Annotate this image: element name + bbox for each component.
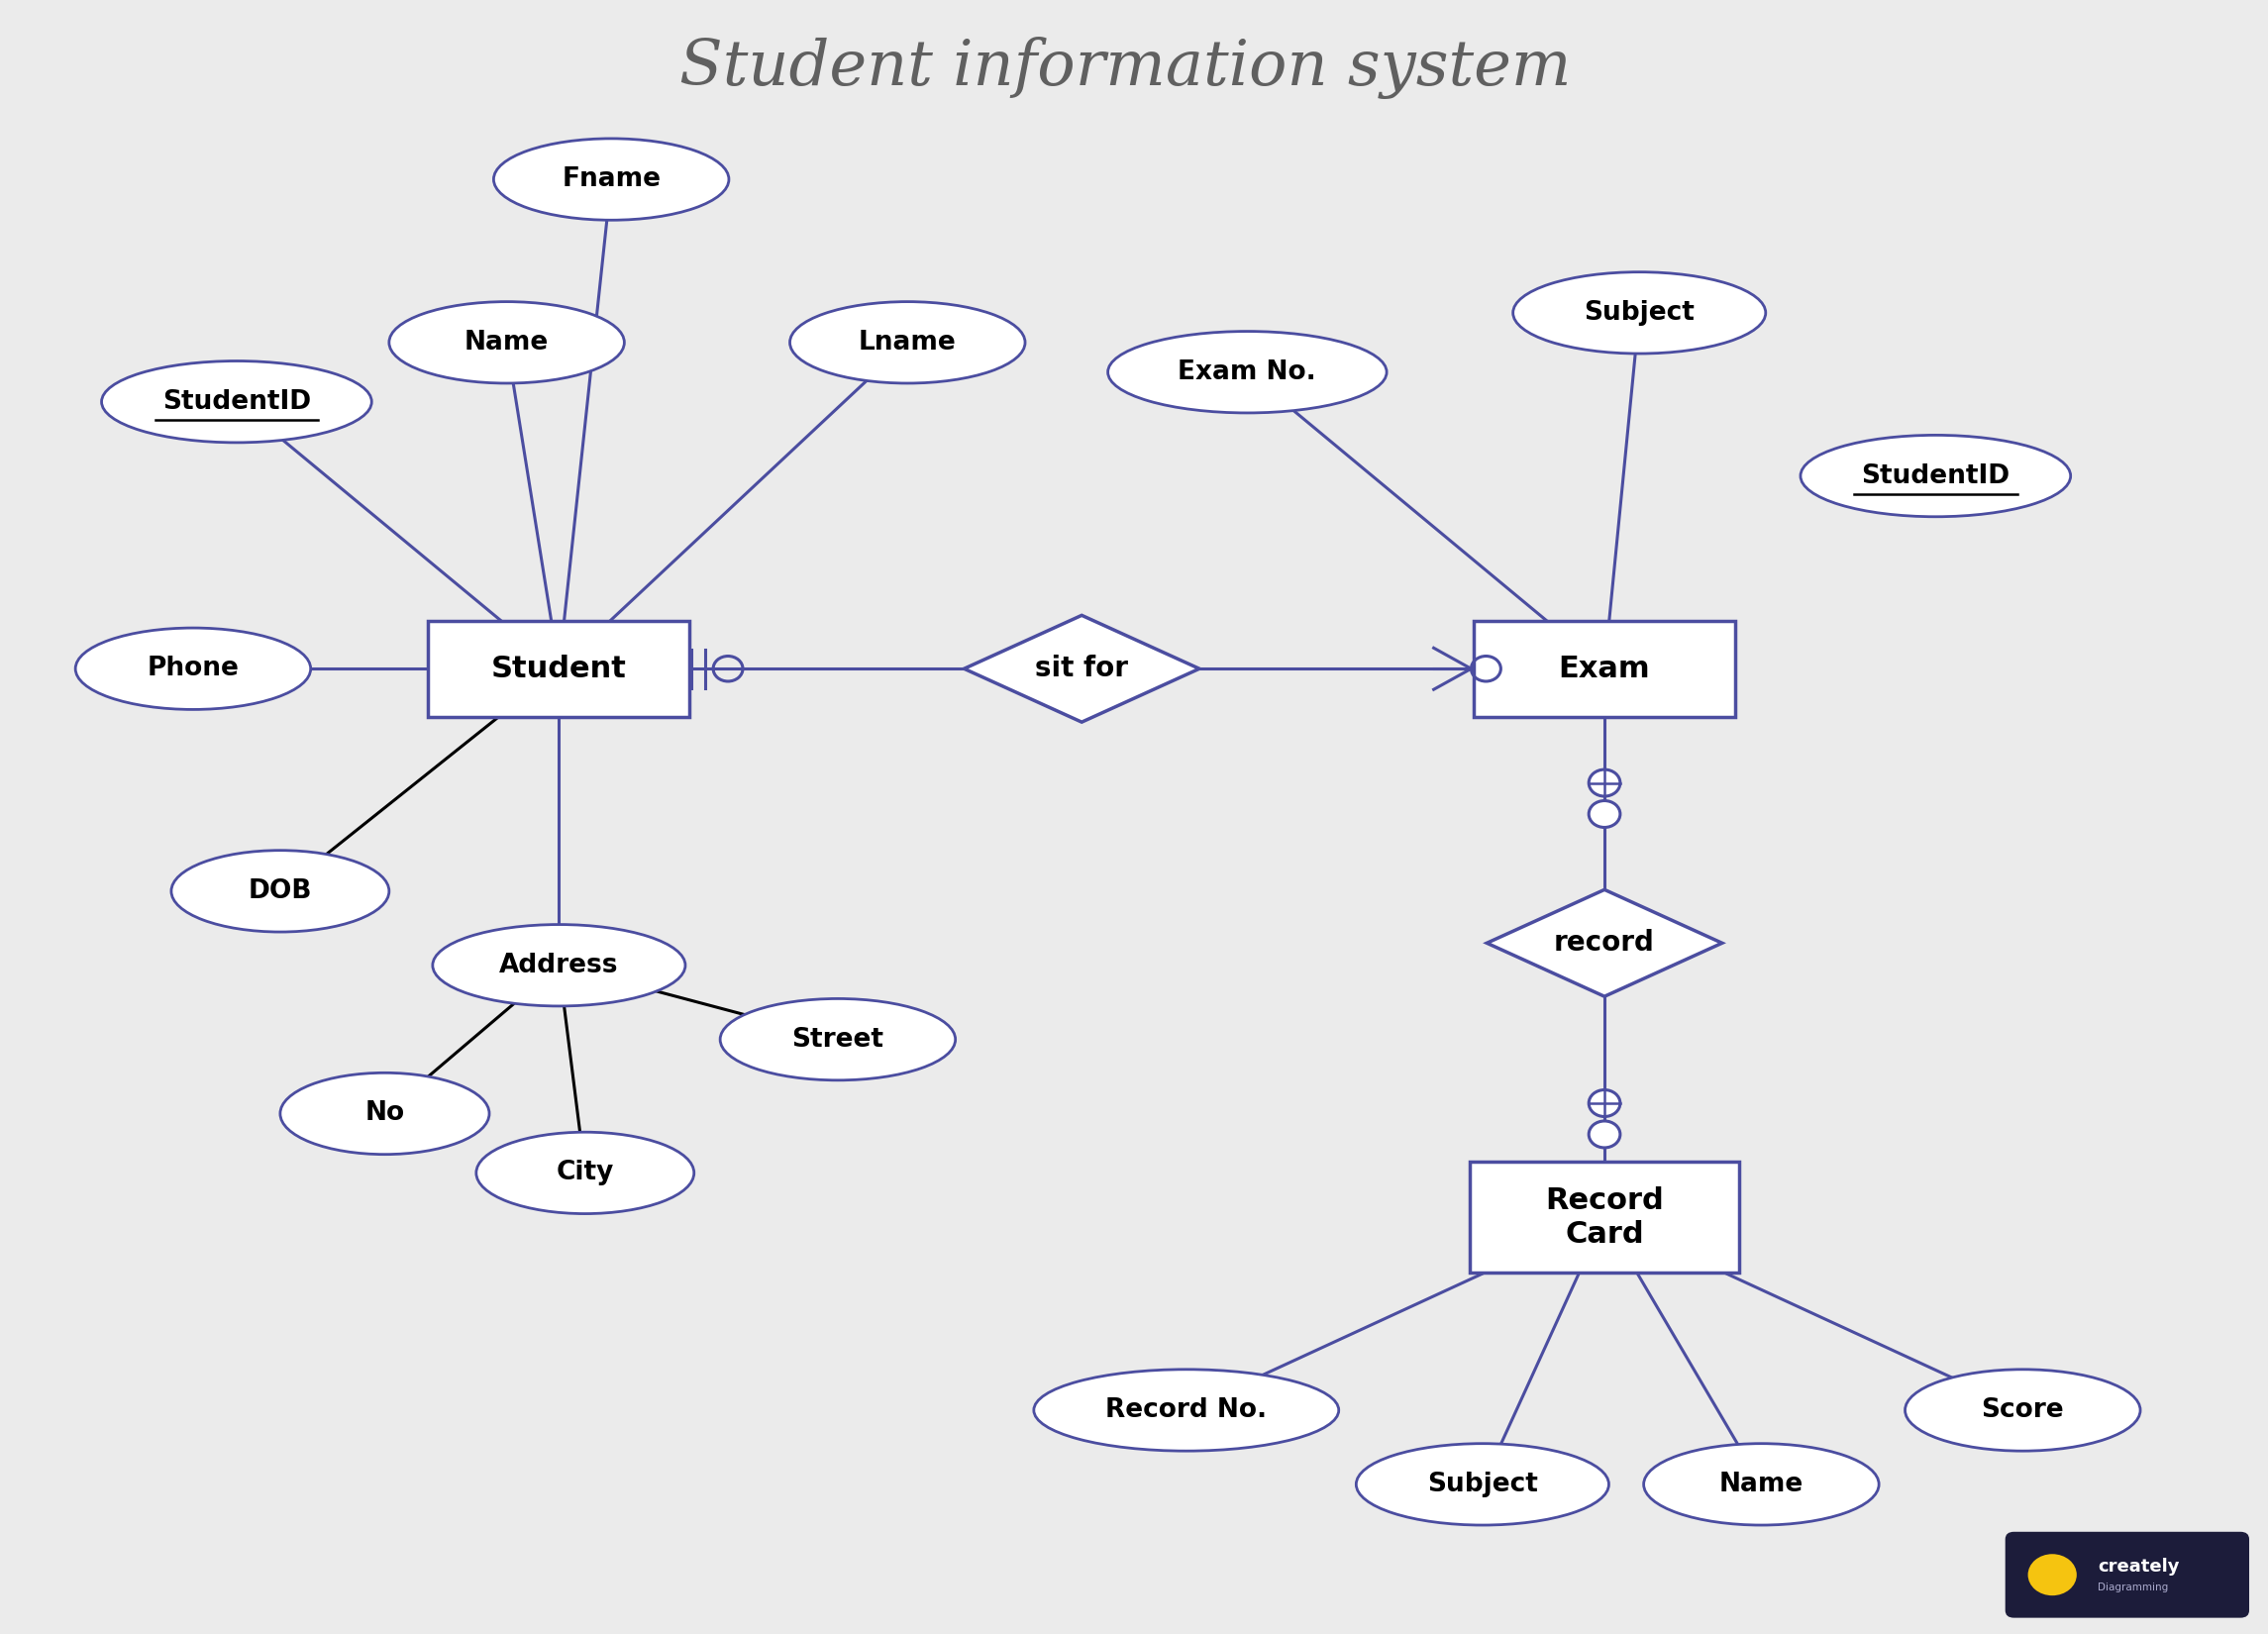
Text: Student information system: Student information system	[680, 38, 1572, 100]
Text: sit for: sit for	[1034, 655, 1127, 683]
Circle shape	[1590, 1121, 1619, 1147]
Ellipse shape	[1356, 1443, 1608, 1525]
Text: Score: Score	[1982, 1397, 2064, 1423]
Ellipse shape	[721, 998, 955, 1080]
Text: Fname: Fname	[562, 167, 660, 193]
Polygon shape	[1488, 889, 1721, 997]
Text: No: No	[365, 1101, 404, 1126]
Text: Record No.: Record No.	[1105, 1397, 1268, 1423]
Text: Name: Name	[465, 330, 549, 355]
Text: creately: creately	[2098, 1557, 2180, 1575]
Ellipse shape	[390, 302, 624, 384]
FancyBboxPatch shape	[429, 621, 689, 717]
Text: Exam: Exam	[1558, 654, 1651, 683]
Ellipse shape	[1034, 1369, 1338, 1451]
Text: StudentID: StudentID	[163, 389, 311, 415]
Text: City: City	[556, 1160, 615, 1186]
Ellipse shape	[494, 139, 728, 221]
FancyBboxPatch shape	[1470, 1162, 1740, 1273]
Text: Subject: Subject	[1583, 301, 1694, 325]
FancyBboxPatch shape	[2005, 1531, 2250, 1618]
Text: StudentID: StudentID	[1862, 462, 2009, 489]
Circle shape	[1590, 1090, 1619, 1116]
Text: Exam No.: Exam No.	[1177, 359, 1315, 386]
Text: Name: Name	[1719, 1472, 1803, 1497]
FancyBboxPatch shape	[1474, 621, 1735, 717]
Text: Record
Card: Record Card	[1545, 1186, 1665, 1248]
Text: Subject: Subject	[1427, 1472, 1538, 1497]
Ellipse shape	[172, 850, 390, 931]
Text: Diagramming: Diagramming	[2098, 1582, 2168, 1593]
Ellipse shape	[1644, 1443, 1878, 1525]
Ellipse shape	[789, 302, 1025, 384]
Ellipse shape	[281, 1074, 490, 1154]
Ellipse shape	[1905, 1369, 2141, 1451]
Text: Address: Address	[499, 953, 619, 979]
Ellipse shape	[476, 1132, 694, 1214]
Text: DOB: DOB	[247, 877, 313, 904]
Polygon shape	[964, 616, 1200, 722]
Text: Phone: Phone	[147, 655, 238, 681]
Text: record: record	[1554, 930, 1656, 958]
Circle shape	[1590, 801, 1619, 827]
Text: Lname: Lname	[860, 330, 957, 355]
Ellipse shape	[1801, 435, 2071, 516]
Ellipse shape	[75, 627, 311, 709]
Text: Student: Student	[492, 654, 626, 683]
Circle shape	[1590, 770, 1619, 796]
Ellipse shape	[1513, 271, 1767, 353]
Circle shape	[2028, 1554, 2077, 1595]
Ellipse shape	[1107, 332, 1386, 413]
Text: Street: Street	[792, 1026, 885, 1052]
Ellipse shape	[102, 361, 372, 443]
Ellipse shape	[433, 925, 685, 1007]
